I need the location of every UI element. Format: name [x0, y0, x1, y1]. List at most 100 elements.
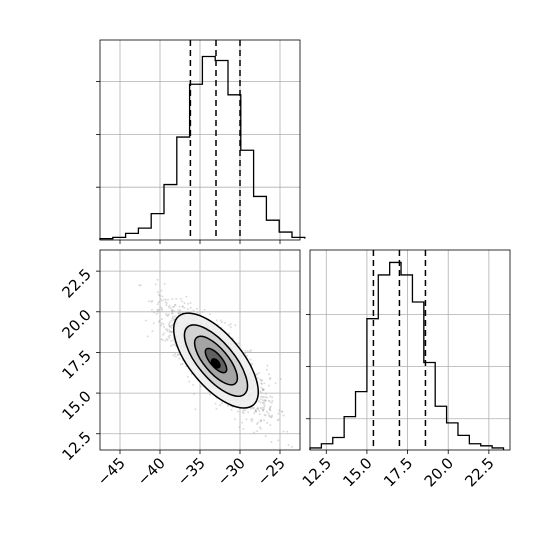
scatter-point	[270, 416, 273, 419]
x-tick-label-0: −45	[94, 454, 129, 489]
joint-density-panel: −45 −40 −35 −30 −25 12.5 15.0 17.5 20.0 22.5	[58, 249, 301, 489]
scatter-point	[291, 445, 293, 448]
scatter-point	[179, 309, 182, 312]
scatter-point	[263, 402, 266, 405]
scatter-point	[260, 379, 263, 382]
scatter-point	[168, 329, 171, 332]
scatter-point	[196, 311, 199, 314]
scatter-point	[172, 338, 175, 341]
scatter-point	[259, 427, 262, 430]
scatter-point	[251, 362, 254, 365]
scatter-point	[170, 324, 173, 327]
scatter-point	[286, 430, 289, 433]
scatter-point	[252, 407, 255, 409]
scatter-point	[139, 284, 142, 287]
scatter-point	[170, 331, 173, 334]
scatter-point	[162, 323, 165, 326]
scatter-point	[258, 426, 261, 429]
scatter-point	[249, 358, 252, 361]
scatter-point	[241, 410, 244, 413]
scatter-point	[156, 308, 159, 311]
histogram-bin-9	[412, 302, 423, 450]
scatter-point	[195, 307, 198, 310]
scatter-point	[172, 354, 175, 357]
scatter-point	[171, 312, 174, 315]
panel-frame	[309, 249, 511, 451]
scatter-point	[168, 337, 171, 339]
scatter-point	[171, 310, 174, 312]
scatter-point	[229, 326, 232, 329]
histogram-bin-8	[401, 275, 412, 450]
scatter-point	[185, 295, 188, 298]
scatter-point	[150, 300, 153, 303]
scatter-point	[259, 419, 262, 422]
scatter-point	[177, 309, 180, 312]
scatter-point	[264, 399, 267, 402]
scatter-point	[259, 407, 262, 410]
scatter-point	[258, 409, 261, 412]
scatter-point	[268, 408, 271, 411]
scatter-point	[256, 408, 259, 410]
scatter-point	[257, 406, 260, 409]
scatter-point	[168, 322, 171, 325]
scatter-point	[192, 384, 195, 386]
scatter-point	[170, 326, 173, 329]
scatter-point	[164, 301, 167, 304]
histogram-step-line	[99, 55, 306, 240]
scatter-point	[268, 414, 271, 417]
histogram-bin-12	[254, 196, 267, 240]
scatter-point	[166, 314, 168, 317]
scatter-point	[172, 315, 174, 318]
x-tick-label-4: −25	[254, 454, 289, 489]
scatter-point	[269, 377, 272, 380]
scatter-point	[176, 353, 179, 356]
histogram-bin-4	[356, 392, 367, 450]
histogram-bin-1	[321, 444, 332, 450]
y-marginal-histogram-panel: 12.5 15.0 17.5 20.0 22.5	[299, 249, 511, 490]
x-marginal-histogram-panel	[96, 39, 306, 244]
scatter-point	[166, 328, 169, 331]
scatter-point	[262, 406, 265, 409]
scatter-point	[267, 373, 270, 376]
scatter-point	[249, 350, 252, 353]
histogram-bin-13	[266, 220, 279, 240]
scatter-point	[168, 304, 171, 307]
scatter-point	[169, 334, 172, 337]
scatter-point	[262, 389, 264, 392]
scatter-point	[164, 328, 167, 331]
histogram-bin-3	[138, 228, 151, 240]
scatter-point	[266, 364, 269, 367]
scatter-point	[237, 342, 240, 345]
scatter-point	[268, 384, 270, 387]
scatter-point	[165, 337, 168, 340]
scatter-point	[163, 332, 166, 335]
scatter-point	[161, 338, 164, 341]
scatter-point	[268, 408, 271, 411]
scatter-point	[244, 349, 247, 352]
scatter-point	[287, 444, 290, 446]
x-tick-label-1: −40	[134, 454, 169, 489]
scatter-point	[151, 300, 154, 302]
scatter-point	[220, 402, 223, 404]
scatter-point	[277, 439, 280, 442]
scatter-point	[160, 338, 163, 341]
scatter-point	[186, 308, 189, 310]
scatter-point	[269, 406, 272, 409]
scatter-point	[181, 305, 184, 308]
scatter-point	[268, 400, 271, 403]
scatter-point	[221, 320, 224, 323]
scatter-point	[261, 396, 264, 399]
scatter-point	[267, 412, 270, 415]
scatter-point	[260, 383, 263, 385]
scatter-point	[270, 401, 273, 404]
scatter-point	[181, 363, 184, 365]
scatter-point	[263, 404, 266, 407]
scatter-point	[192, 309, 195, 312]
scatter-point	[174, 353, 176, 355]
panel-frame	[99, 249, 301, 451]
scatter-point	[260, 406, 263, 409]
scatter-point	[251, 420, 254, 423]
scatter-point	[177, 353, 179, 356]
scatter-point	[189, 306, 192, 309]
scatter-point	[160, 306, 163, 309]
